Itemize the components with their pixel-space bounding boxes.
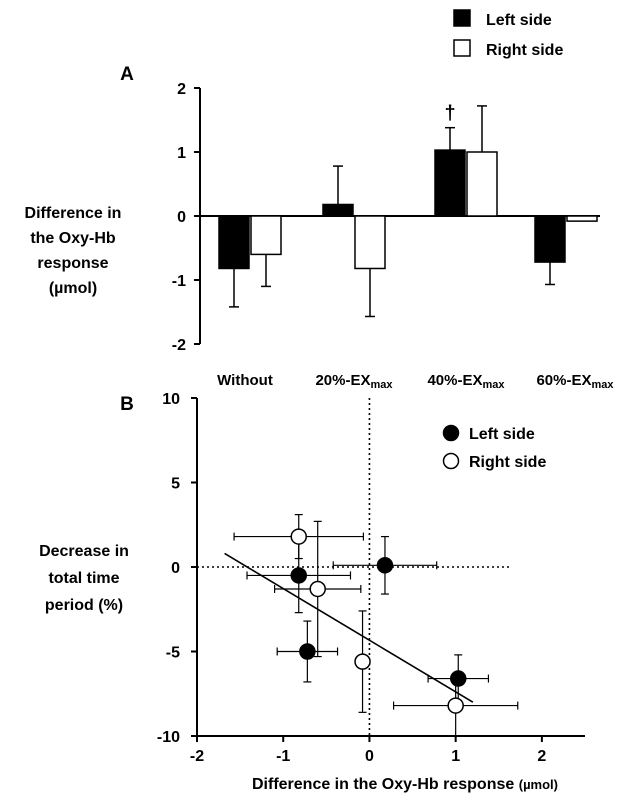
bar-left-4	[534, 215, 566, 263]
category-label: Without	[217, 372, 273, 389]
point-left-side	[299, 643, 316, 660]
legend-marker-right	[442, 452, 460, 470]
panel-a-ylabel-line3: response	[37, 255, 108, 272]
bar-right-2	[354, 215, 386, 270]
panel-b-ytick-label: 5	[171, 476, 180, 493]
panel-b-ytick-label: 10	[162, 391, 180, 408]
panel-b-ytick-label: -10	[157, 729, 180, 746]
panel-a-label: A	[120, 64, 134, 85]
panel-b-xlabel-text: Difference in the Oxy-Hb response	[252, 776, 514, 793]
panel-b-ytick-label: 0	[171, 560, 180, 577]
panel-a-ylabel-line2: the Oxy-Hb	[30, 230, 116, 247]
significance-dagger: †	[444, 103, 455, 125]
legend-label-left: Left side	[486, 12, 552, 29]
regression-line	[224, 552, 474, 703]
panel-b-xtick-label: 2	[537, 748, 546, 765]
panel-a-ytick-label: -1	[172, 273, 186, 290]
panel-b-xtick-label: 0	[365, 748, 374, 765]
panel-b: B Left side Right side Decrease in total…	[39, 391, 585, 793]
panel-b-xlabel-unit: (µmol)	[519, 777, 558, 792]
panel-b-ylabel-line1: Decrease in	[39, 543, 129, 560]
panel-a-categories: Without 20%-EXmax 40%-EXmax 60%-EXmax	[217, 372, 614, 391]
panel-b-xtick-label: -2	[190, 748, 204, 765]
bar-left-2	[322, 203, 354, 217]
panel-a: A Left side Right side Difference in the…	[25, 9, 614, 391]
point-left-side	[290, 567, 307, 584]
panel-a-yticks: 2 1 0 -1 -2	[172, 81, 200, 354]
panel-a-ylabel-line4: (µmol)	[49, 280, 97, 297]
legend-label-right: Right side	[486, 42, 563, 59]
panel-b-reference-lines	[197, 398, 512, 736]
panel-b-ylabel: Decrease in total time period (%)	[39, 543, 129, 614]
panel-a-ytick-label: 2	[177, 81, 186, 98]
category-label: 40%-EXmax	[427, 372, 505, 391]
legend-swatch-left	[453, 9, 471, 27]
panel-b-ylabel-line2: total time	[48, 570, 119, 587]
point-right-side	[290, 528, 307, 545]
legend-label-right-b: Right side	[469, 454, 546, 471]
category-label: 60%-EXmax	[536, 372, 614, 391]
panel-b-xlabel: Difference in the Oxy-Hb response (µmol)	[252, 776, 558, 793]
point-right-side	[309, 580, 326, 598]
panel-a-bars: †	[218, 103, 598, 318]
bar-right-4	[566, 215, 598, 222]
legend-label-left-b: Left side	[469, 426, 535, 443]
point-right-side	[354, 653, 371, 670]
legend-swatch-right	[453, 39, 471, 57]
panel-a-ylabel-line1: Difference in	[25, 205, 122, 222]
panel-b-ytick-label: -5	[166, 645, 180, 662]
panel-b-ylabel-line3: period (%)	[45, 597, 123, 614]
panel-a-ytick-label: 0	[177, 209, 186, 226]
panel-b-legend: Left side Right side	[442, 424, 546, 471]
panel-a-ytick-label: -2	[172, 337, 186, 354]
panel-b-points	[233, 514, 519, 737]
panel-a-ylabel: Difference in the Oxy-Hb response (µmol)	[25, 205, 122, 297]
panel-a-legend: Left side Right side	[453, 9, 563, 59]
panel-a-ytick-label: 1	[177, 145, 186, 162]
bar-left-3	[434, 149, 466, 217]
bar-left-1	[218, 215, 250, 270]
legend-marker-left	[442, 424, 460, 442]
panel-b-label: B	[120, 394, 134, 415]
point-left-side	[450, 670, 467, 687]
bar-right-3	[466, 151, 498, 217]
panel-b-xtick-label: -1	[276, 748, 290, 765]
point-left-side	[376, 557, 394, 574]
panel-b-xtick-label: 1	[451, 748, 460, 765]
point-right-side	[447, 697, 464, 714]
category-label: 20%-EXmax	[315, 372, 393, 391]
bar-right-1	[250, 215, 282, 256]
